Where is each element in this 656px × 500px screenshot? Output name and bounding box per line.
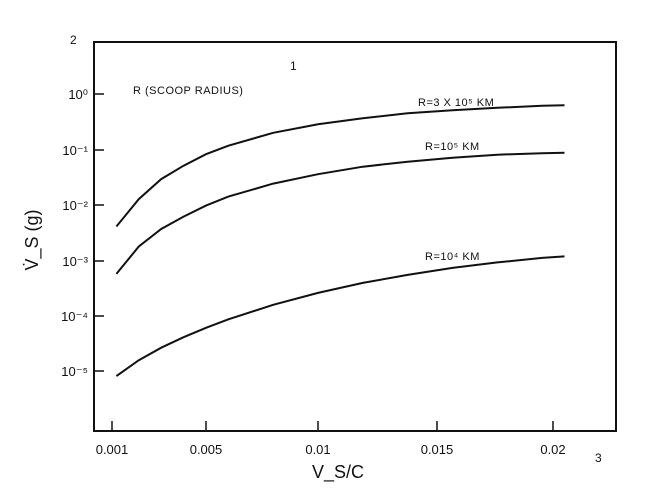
series-line-3 xyxy=(115,255,565,377)
series-label: R=10⁴ KM xyxy=(425,251,480,263)
corner-label: 2 xyxy=(70,33,77,47)
x-tick-label: 0.01 xyxy=(305,442,330,457)
y-axis: 10⁰ 10⁻¹ 10⁻² 10⁻³ 10⁻⁴ 10⁻⁵ xyxy=(61,87,104,379)
x-tick-label: 0.005 xyxy=(190,442,223,457)
series-line-1 xyxy=(115,104,565,228)
series-label: R=3 X 10⁵ KM xyxy=(418,97,494,109)
x-tick-label: 0.001 xyxy=(96,442,129,457)
y-tick-label: 10⁻² xyxy=(62,198,88,213)
series-group xyxy=(115,104,565,377)
x-axis-label: V_S/C xyxy=(312,462,364,483)
plot-frame xyxy=(93,41,617,432)
y-tick-label: 10⁰ xyxy=(68,87,88,102)
y-axis-label: V̇_S (g) xyxy=(22,209,43,270)
x-tick-label: 0.015 xyxy=(421,442,454,457)
corner-label: 1 xyxy=(290,59,297,73)
series-line-2 xyxy=(115,151,565,275)
y-tick-label: 10⁻¹ xyxy=(62,143,88,158)
x-tick-label: 0.02 xyxy=(540,442,565,457)
series-label: R=10⁵ KM xyxy=(425,141,480,153)
corner-label: 3 xyxy=(595,451,602,465)
y-tick-label: 10⁻⁴ xyxy=(61,309,88,324)
y-tick-label: 10⁻⁵ xyxy=(61,364,88,379)
x-axis: 0.001 0.005 0.01 0.015 0.02 xyxy=(96,421,566,457)
y-tick-label: 10⁻³ xyxy=(62,254,88,269)
legend-title: R (SCOOP RADIUS) xyxy=(133,85,243,97)
